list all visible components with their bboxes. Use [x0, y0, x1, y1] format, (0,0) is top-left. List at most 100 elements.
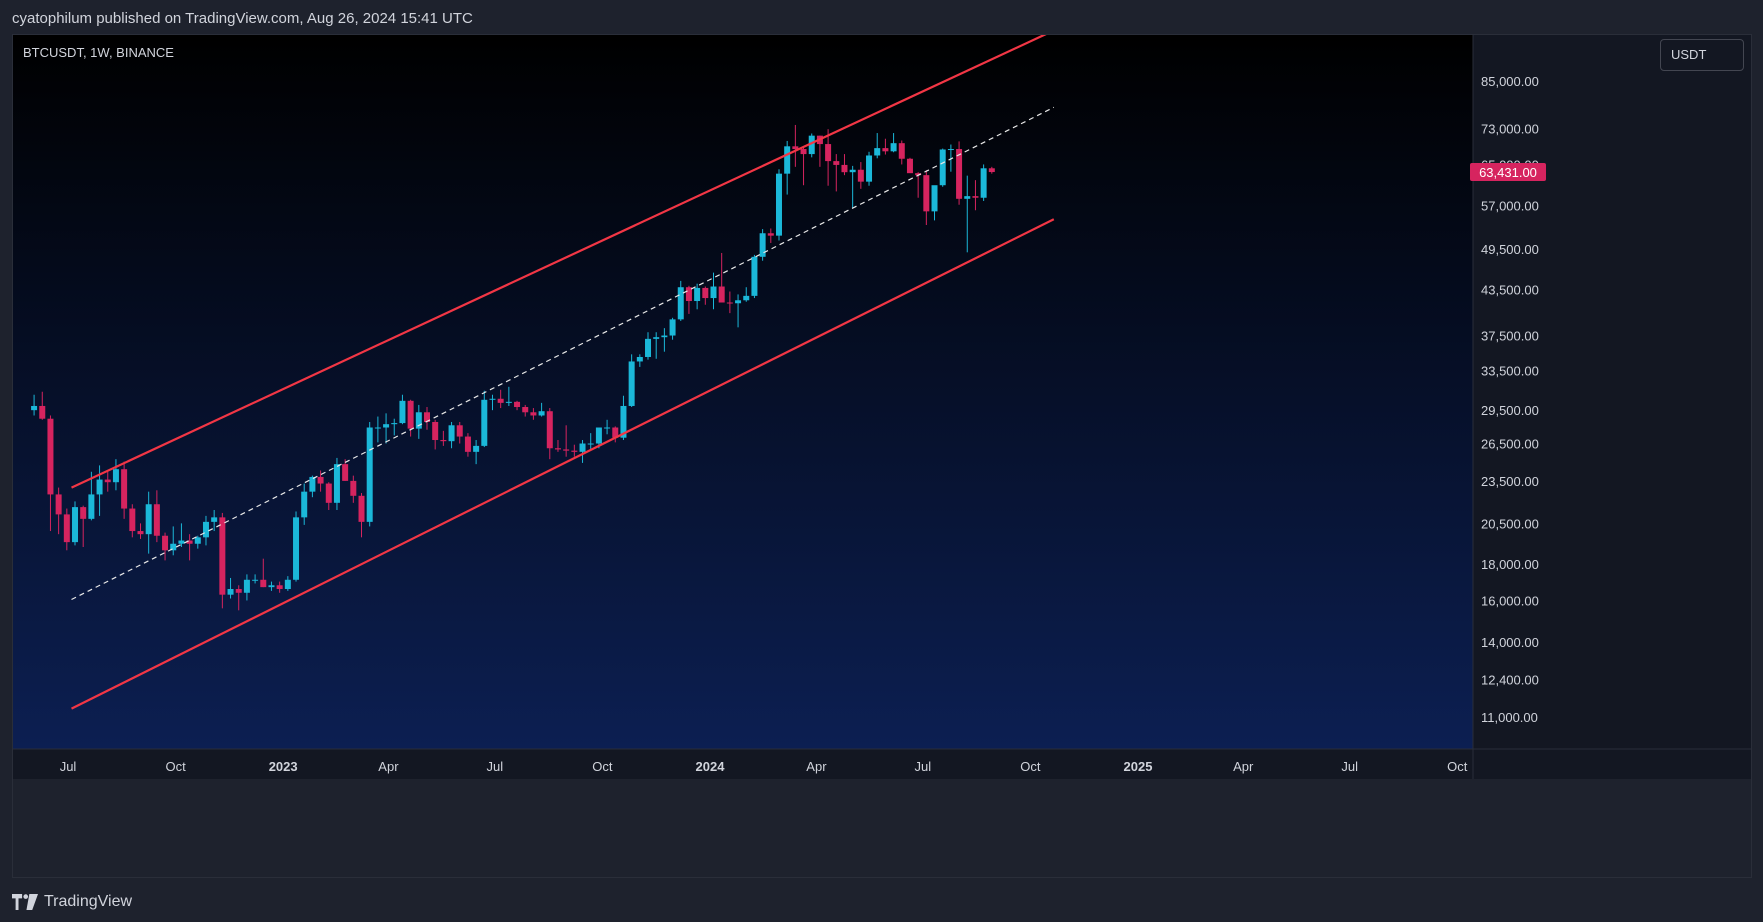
candle-body	[554, 448, 561, 450]
candle-body	[579, 443, 586, 452]
candle	[882, 138, 889, 155]
time-axis[interactable]: Jul Oct 2023 Apr Jul Oct 2024 Apr Jul Oct 2025 Apr J…	[60, 759, 1468, 774]
candle	[268, 581, 275, 591]
time-tick-label: Oct	[165, 759, 186, 774]
candle	[448, 421, 455, 449]
candle-body	[186, 540, 193, 544]
candle	[423, 407, 430, 430]
candle-body	[284, 579, 291, 590]
candle	[407, 399, 414, 437]
tradingview-brand[interactable]: TradingView	[44, 893, 133, 910]
candle-body	[972, 196, 979, 198]
candle	[235, 585, 242, 611]
candle-body	[874, 148, 881, 156]
price-axis[interactable]: 85,000.0073,000.0065,000.0057,000.0049,5…	[1481, 74, 1539, 725]
candle-body	[423, 412, 430, 422]
candle-body	[252, 579, 259, 581]
candle	[432, 419, 439, 450]
candle	[612, 426, 619, 443]
candle-body	[677, 287, 684, 320]
candle-body	[669, 319, 676, 336]
candle-body	[882, 148, 889, 152]
candle	[276, 581, 283, 593]
candle-body	[47, 418, 54, 495]
currency-button[interactable]: USDT	[1660, 39, 1744, 71]
candle-body	[857, 169, 864, 182]
candle-body	[866, 155, 873, 182]
candle	[243, 574, 250, 601]
candle-body	[80, 507, 87, 519]
candle	[88, 471, 95, 521]
price-tick-label: 43,500.00	[1481, 282, 1539, 297]
candle	[301, 483, 308, 525]
candle	[685, 285, 692, 314]
candle	[252, 574, 259, 584]
price-tick-label: 14,000.00	[1481, 635, 1539, 650]
candle-body	[988, 168, 995, 173]
candle	[112, 459, 119, 491]
candle-body	[112, 469, 119, 483]
candle	[653, 332, 660, 359]
candle-body	[759, 233, 766, 257]
candle	[440, 430, 447, 446]
price-tick-label: 73,000.00	[1481, 121, 1539, 136]
candle-body	[301, 491, 308, 518]
candle-body	[743, 295, 750, 301]
candle-body	[178, 540, 185, 544]
candle	[980, 164, 987, 201]
candle	[514, 400, 521, 411]
candle-body	[792, 146, 799, 150]
candle-body	[784, 146, 791, 174]
candle-body	[735, 300, 742, 304]
candle	[350, 475, 357, 503]
candle-body	[383, 424, 390, 428]
candle-body	[448, 425, 455, 442]
candle-body	[268, 585, 275, 588]
candle-body	[947, 149, 954, 151]
candle	[497, 389, 504, 409]
candle-body	[391, 423, 398, 425]
candle	[890, 133, 897, 153]
time-tick-label: Apr	[378, 759, 399, 774]
candle-body	[612, 427, 619, 438]
candle-body	[464, 436, 471, 452]
candle-body	[415, 412, 422, 429]
candle	[178, 523, 185, 548]
time-tick-label: Jul	[487, 759, 504, 774]
candle	[72, 501, 79, 546]
tradingview-logo-icon[interactable]	[12, 894, 38, 910]
candle	[956, 141, 963, 205]
candle	[227, 577, 234, 599]
candle-body	[366, 427, 373, 522]
price-tick-label: 33,500.00	[1481, 364, 1539, 379]
candle-body	[808, 135, 815, 155]
candle	[694, 283, 701, 310]
candle	[39, 391, 46, 420]
candle	[972, 180, 979, 211]
candle-body	[890, 143, 897, 152]
candle-body	[96, 479, 103, 495]
candle-body	[55, 494, 62, 515]
candle	[669, 317, 676, 340]
chart-frame[interactable]: 85,000.0073,000.0065,000.0057,000.0049,5…	[12, 34, 1752, 878]
candle-body	[661, 335, 668, 338]
candle	[833, 154, 840, 192]
candle	[702, 286, 709, 305]
candle-body	[39, 405, 46, 419]
candle	[808, 133, 815, 158]
last-price-badge	[1470, 163, 1546, 182]
candle-body	[153, 504, 160, 536]
candle	[194, 535, 201, 549]
candle	[767, 228, 774, 243]
candle-body	[63, 514, 70, 543]
candle-body	[514, 401, 521, 408]
candle-body	[628, 361, 635, 406]
price-tick-label: 26,500.00	[1481, 437, 1539, 452]
time-tick-label: Jul	[915, 759, 932, 774]
candle	[374, 416, 381, 443]
candle	[751, 254, 758, 299]
price-chart[interactable]: 85,000.0073,000.0065,000.0057,000.0049,5…	[13, 35, 1751, 877]
candle-body	[718, 286, 725, 303]
drawings-layer	[71, 35, 1055, 710]
price-tick-label: 12,400.00	[1481, 673, 1539, 688]
